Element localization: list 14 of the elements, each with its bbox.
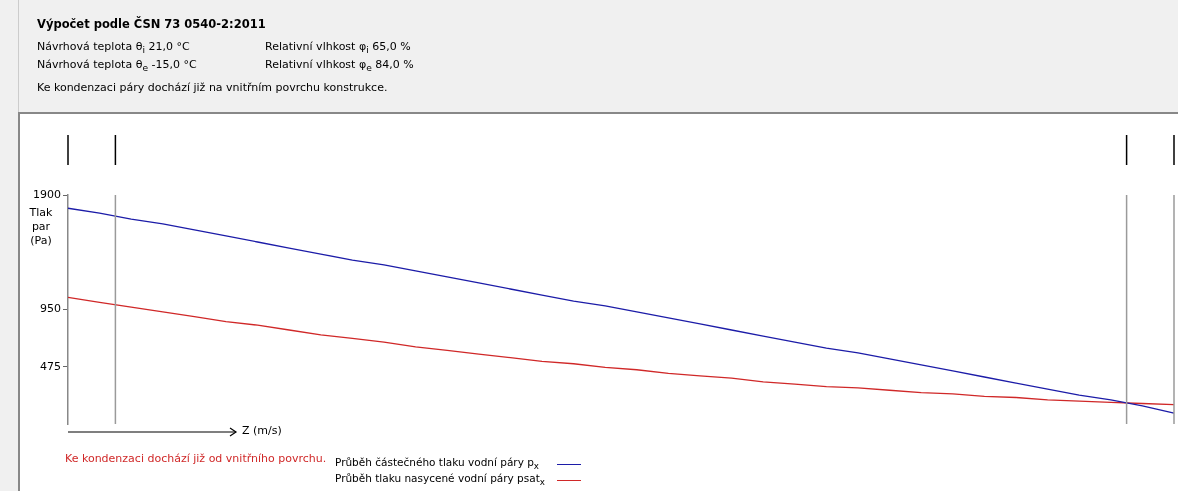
legend-label: Průběh tlaku nasycené vodní páry psat$_{x}$ (335, 472, 546, 488)
text: Relativní vlhkost φ$_{e}$ 84,0 % (265, 58, 414, 74)
y-tick-label: 950 (40, 302, 61, 316)
text: Ke kondenzaci dochází již od vnitřního povrchu. (65, 452, 327, 465)
legend-label: Průběh částečného tlaku vodní páry p$_{x}$ (335, 456, 541, 472)
y-tick-label: 475 (40, 359, 61, 373)
text: Návrhová teplota θ$_{i}$ 21,0 °C (37, 40, 190, 56)
text: Ke kondenzaci páry dochází již na vnitřním povrchu konstrukce. (37, 81, 388, 94)
y-tick-label: 1900 (33, 187, 61, 201)
chart-title: Výpočet podle ČSN 73 0540-2:2011 (37, 17, 266, 31)
text: Relativní vlhkost φ$_{i}$ 65,0 % (265, 40, 411, 56)
y-axis-title: Tlak par (Pa) (28, 206, 54, 248)
text: Návrhová teplota θ$_{e}$ -15,0 °C (37, 58, 197, 74)
x-axis-title: Z (m/s) (242, 424, 282, 437)
